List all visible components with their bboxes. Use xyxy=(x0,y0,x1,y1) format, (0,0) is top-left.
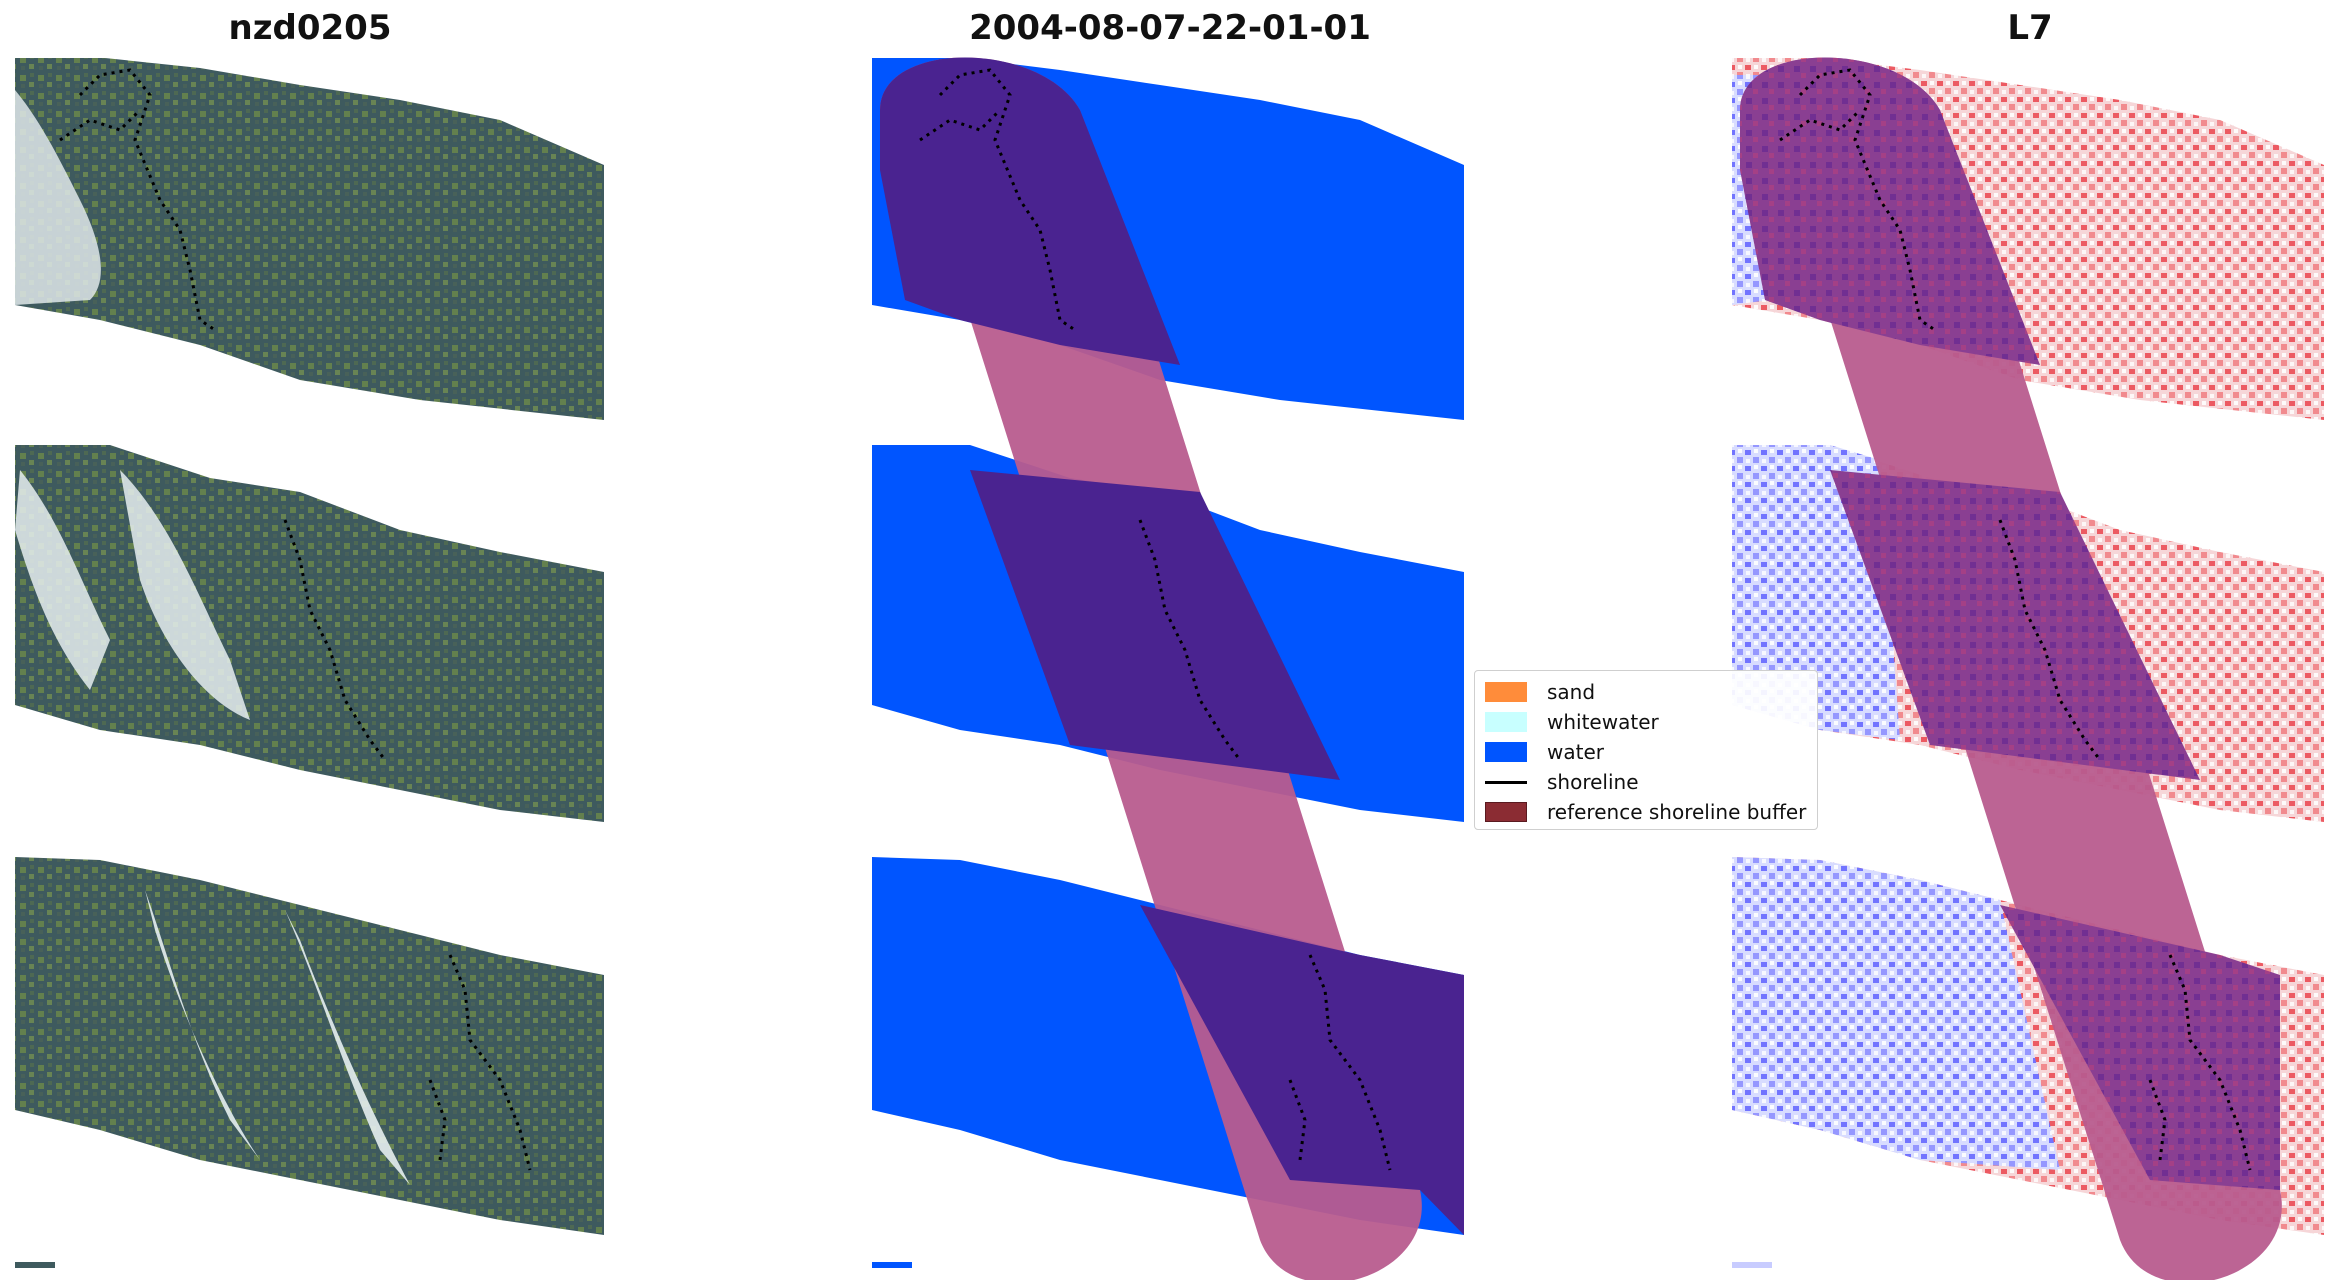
legend-item-shoreline: shoreline xyxy=(1485,767,1807,797)
panel-title-index: L7 xyxy=(2007,8,2053,48)
legend-label: whitewater xyxy=(1547,710,1659,734)
legend-item-sand: sand xyxy=(1485,677,1807,707)
buffer-swatch xyxy=(1485,802,1527,822)
legend-label: reference shoreline buffer xyxy=(1547,800,1807,824)
classification-image xyxy=(872,57,1464,1280)
legend-item-whitewater: whitewater xyxy=(1485,707,1807,737)
rgb-image xyxy=(15,58,604,1268)
legend-item-water: water xyxy=(1485,737,1807,767)
shoreline-swatch xyxy=(1485,780,1527,784)
legend-item-buffer: reference shoreline buffer xyxy=(1485,797,1807,827)
whitewater-swatch xyxy=(1485,712,1527,732)
legend-label: shoreline xyxy=(1547,770,1639,794)
panel-title-rgb: nzd0205 xyxy=(228,8,392,48)
legend: sand whitewater water shoreline referenc… xyxy=(1474,670,1818,830)
sand-swatch xyxy=(1485,682,1527,702)
index-image xyxy=(1732,57,2324,1280)
legend-label: sand xyxy=(1547,680,1596,704)
water-swatch xyxy=(1485,742,1527,762)
legend-label: water xyxy=(1547,740,1604,764)
panel-title-classification: 2004-08-07-22-01-01 xyxy=(969,8,1371,48)
